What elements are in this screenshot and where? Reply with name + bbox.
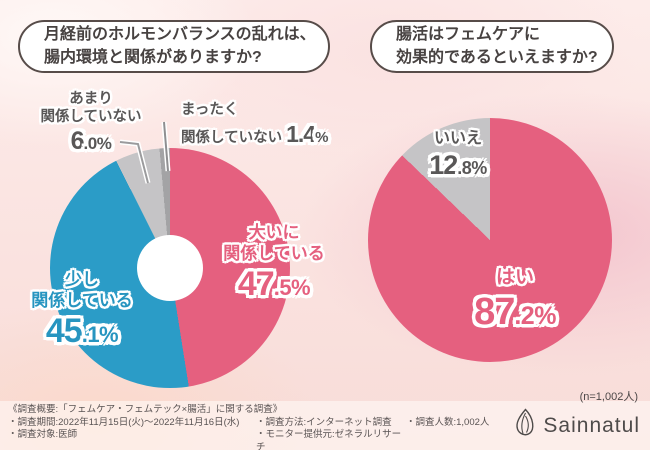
value-strongly-related: 47.5% bbox=[237, 265, 311, 304]
label-somewhat-related-line2: 関係している bbox=[31, 290, 133, 310]
survey-details: 《調査概要:「フェムケア・フェムテック×腸活」に関する調査》 ・調査期間:202… bbox=[8, 404, 489, 450]
label-not-at-all-related-line1: まったく bbox=[181, 102, 239, 118]
question-left-line2: 腸内環境と関係がありますか? bbox=[44, 48, 262, 66]
footer-band bbox=[0, 401, 650, 450]
survey-target: ・調査対象:医師 bbox=[8, 429, 78, 441]
label-not-at-all-related-line2: 関係していない 1.4% bbox=[181, 120, 328, 147]
label-not-at-all-related: まったく 関係していない 1.4% bbox=[181, 102, 341, 148]
brand-name: Sainnatul bbox=[543, 413, 640, 437]
question-left-line1: 月経前のホルモンバランスの乱れは、 bbox=[44, 26, 316, 44]
label-not-much-related: あまり 関係していない 6.0% bbox=[26, 91, 156, 157]
label-no-text: いいえ bbox=[433, 130, 482, 147]
survey-period: ・調査期間:2022年11月15日(火)〜2022年11月16日(水) bbox=[8, 416, 240, 428]
label-not-much-related-line2: 関係していない bbox=[40, 108, 142, 125]
label-not-much-related-line1: あまり bbox=[69, 91, 113, 107]
donut-chart-gut-relation bbox=[50, 148, 290, 388]
value-yes: 87.2% bbox=[474, 291, 556, 334]
survey-overview: 《調査概要:「フェムケア・フェムテック×腸活」に関する調査》 bbox=[8, 404, 283, 415]
survey-method: ・調査方法:インターネット調査 bbox=[256, 416, 392, 428]
leaf-icon bbox=[513, 408, 537, 443]
survey-monitor: ・モニター提供元:ゼネラルリサーチ bbox=[256, 429, 402, 450]
label-yes-text: はい bbox=[495, 267, 534, 288]
label-strongly-related-line1: 大いに bbox=[248, 223, 300, 242]
question-right-line1: 腸活はフェムケアに bbox=[396, 26, 541, 44]
pie-chart-femcare-effective bbox=[368, 118, 612, 362]
value-no: 12.8% bbox=[429, 149, 487, 180]
sample-size-note: (n=1,002人) bbox=[579, 391, 638, 403]
question-bubble-right: 腸活はフェムケアに 効果的であるといえますか? bbox=[370, 20, 614, 73]
question-bubble-left: 月経前のホルモンバランスの乱れは、 腸内環境と関係がありますか? bbox=[18, 20, 330, 73]
value-not-at-all-related: 1.4% bbox=[286, 120, 328, 147]
survey-count: ・調査人数:1,002人 bbox=[406, 416, 490, 428]
value-not-much-related: 6.0% bbox=[70, 127, 112, 156]
donut-hole bbox=[137, 235, 203, 301]
label-yes: はい 87.2% bbox=[455, 266, 575, 336]
value-somewhat-related: 45.1% bbox=[45, 312, 119, 351]
label-somewhat-related-line1: 少し bbox=[65, 270, 99, 289]
brand-logo: Sainnatul bbox=[513, 408, 640, 443]
label-strongly-related-line2: 関係している bbox=[223, 243, 325, 263]
label-strongly-related: 大いに 関係している 47.5% bbox=[210, 223, 338, 306]
label-somewhat-related: 少し 関係している 45.1% bbox=[12, 270, 152, 353]
question-right-line2: 効果的であるといえますか? bbox=[396, 48, 598, 66]
label-no: いいえ 12.8% bbox=[416, 129, 500, 181]
